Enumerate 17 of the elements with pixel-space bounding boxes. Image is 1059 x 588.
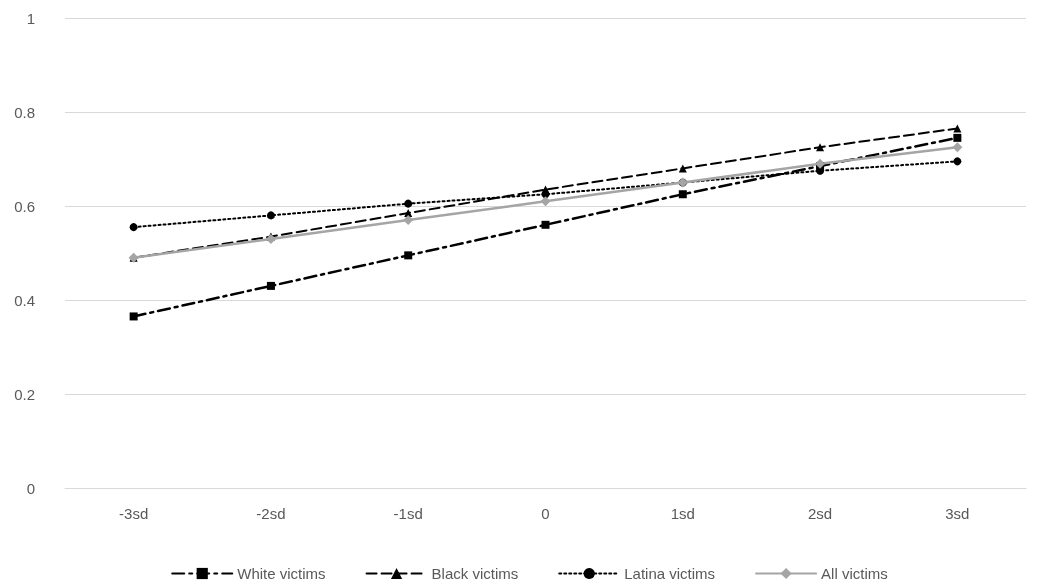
legend-label: White victims — [237, 565, 326, 582]
x-tick-label: 0 — [541, 505, 550, 522]
x-tick-label: 3sd — [945, 505, 970, 522]
legend-label: All victims — [821, 565, 888, 582]
y-tick-label: 0.2 — [14, 385, 35, 403]
legend-label: Latina victims — [624, 565, 716, 582]
y-tick-label: 0 — [26, 479, 35, 497]
y-tick-label: 0.6 — [14, 197, 35, 215]
x-tick-label: -3sd — [119, 505, 149, 522]
x-tick-label: -2sd — [256, 505, 286, 522]
y-tick-label: 1 — [26, 9, 35, 27]
x-tick-label: 2sd — [807, 505, 833, 522]
legend-label: Black victims — [431, 565, 519, 582]
x-tick-label: 1sd — [670, 505, 695, 522]
y-tick-label: 0.4 — [14, 291, 35, 309]
x-tick-label: -1sd — [393, 505, 423, 522]
y-tick-label: 0.8 — [14, 103, 35, 121]
